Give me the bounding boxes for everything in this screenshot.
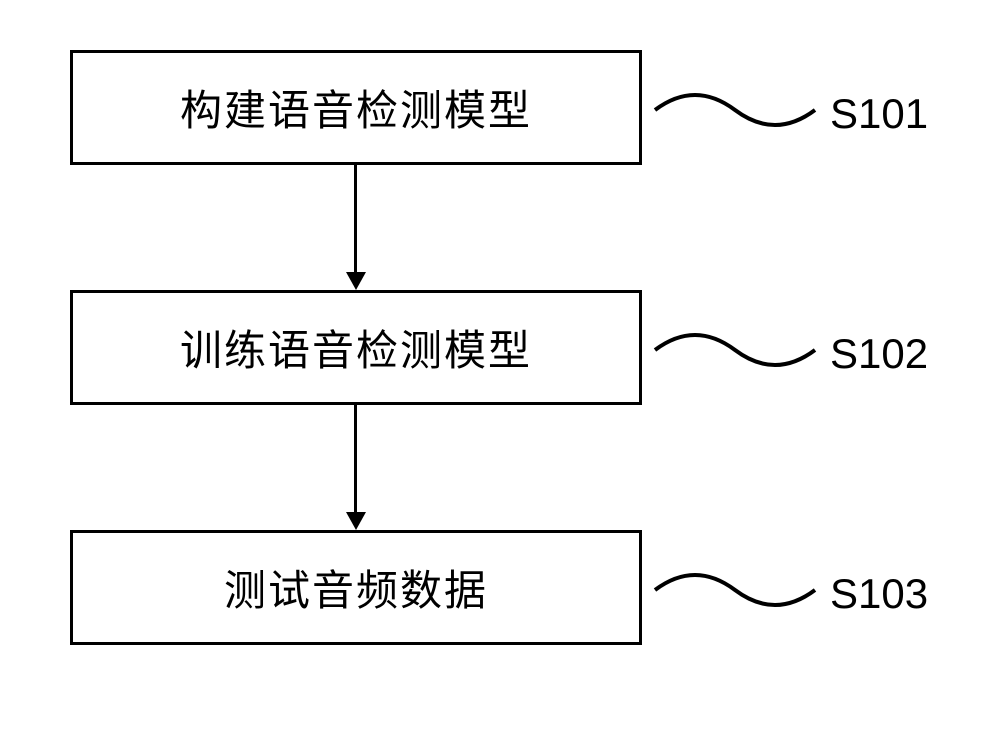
box-3-text: 测试音频数据 bbox=[224, 557, 488, 618]
connector-1 bbox=[650, 85, 820, 135]
step-label-1: S101 bbox=[830, 90, 928, 138]
box-1-text: 构建语音检测模型 bbox=[180, 77, 532, 138]
flowchart-box-2: 训练语音检测模型 bbox=[70, 290, 642, 405]
connector-3 bbox=[650, 565, 820, 615]
step-label-2: S102 bbox=[830, 330, 928, 378]
connector-2 bbox=[650, 325, 820, 375]
step-label-3: S103 bbox=[830, 570, 928, 618]
box-2-text: 训练语音检测模型 bbox=[180, 317, 532, 378]
flowchart-box-1: 构建语音检测模型 bbox=[70, 50, 642, 165]
flowchart-box-3: 测试音频数据 bbox=[70, 530, 642, 645]
